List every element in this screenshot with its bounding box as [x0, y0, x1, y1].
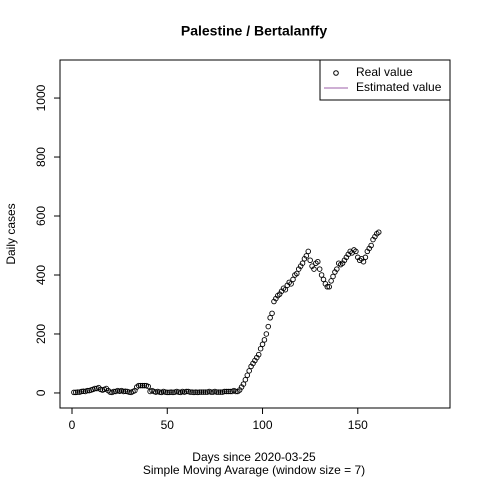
point [193, 389, 199, 395]
legend-box [319, 59, 451, 101]
point [299, 260, 306, 266]
x-tick-label: 50 [161, 418, 175, 432]
legend-symbol [333, 70, 339, 76]
x-axis-label: Days since 2020-03-25 [192, 450, 316, 464]
y-axis-label: Daily cases [4, 203, 18, 264]
point [92, 385, 98, 392]
y-tick-label: 400 [34, 265, 48, 285]
point [246, 368, 252, 374]
point [255, 351, 262, 358]
point [360, 258, 367, 265]
point [267, 315, 273, 321]
y-tick-label: 200 [34, 324, 48, 344]
y-tick-label: 0 [34, 389, 48, 396]
point [194, 389, 201, 396]
point [263, 331, 270, 337]
point [305, 248, 312, 255]
point [191, 389, 197, 396]
point [215, 389, 222, 395]
point [240, 381, 247, 387]
legend-label: Estimated value [356, 80, 442, 94]
y-tick-label: 800 [34, 147, 48, 167]
point [375, 229, 382, 235]
point [330, 273, 336, 280]
point [221, 388, 228, 395]
point [324, 284, 331, 290]
point [217, 389, 224, 395]
point [202, 389, 209, 395]
point [166, 389, 172, 396]
point [244, 372, 251, 379]
point [328, 278, 334, 284]
legend-label: Real value [356, 65, 413, 79]
point [200, 389, 207, 395]
point [111, 388, 117, 395]
point [214, 389, 220, 395]
point [288, 281, 294, 287]
plot-box [59, 59, 451, 409]
point [320, 276, 327, 283]
y-tick-label: 1000 [34, 84, 48, 111]
point [74, 389, 81, 395]
point [168, 389, 174, 395]
point [80, 388, 87, 394]
point [187, 389, 193, 395]
point [368, 242, 374, 249]
chart-title: Palestine / Bertalanffy [181, 23, 327, 39]
point [196, 389, 203, 395]
point [269, 310, 275, 317]
point [311, 266, 317, 272]
point [225, 388, 231, 395]
point [183, 388, 190, 395]
point [362, 254, 369, 261]
point [71, 389, 77, 396]
point [141, 382, 148, 389]
point [164, 389, 171, 396]
point [84, 387, 90, 394]
point [242, 376, 249, 383]
x-tick-label: 0 [69, 418, 76, 432]
point [294, 270, 300, 277]
point [227, 388, 233, 395]
x-tick-label: 100 [253, 418, 273, 432]
point [261, 337, 268, 343]
point [162, 389, 169, 395]
point [189, 389, 195, 395]
point [126, 389, 132, 395]
point [175, 389, 182, 395]
point [318, 272, 325, 278]
point [139, 382, 146, 389]
point [282, 286, 289, 293]
point [265, 323, 271, 330]
point [208, 389, 214, 395]
point [316, 266, 323, 272]
point [259, 341, 266, 348]
point [257, 345, 264, 352]
y-tick-label: 600 [34, 206, 48, 226]
point [73, 389, 79, 396]
point [223, 388, 230, 395]
point [78, 388, 85, 395]
subtitle: Simple Moving Avarage (window size = 7) [143, 463, 365, 477]
point [303, 253, 310, 259]
point [334, 266, 340, 272]
point [120, 388, 127, 395]
point [145, 383, 151, 390]
point [315, 258, 321, 265]
point [156, 389, 163, 395]
x-tick-label: 150 [348, 418, 368, 432]
point [137, 382, 144, 389]
point [353, 248, 359, 255]
point [326, 284, 332, 290]
point [290, 276, 296, 283]
point [107, 389, 113, 395]
point [307, 257, 313, 263]
point [135, 382, 142, 389]
point [122, 388, 129, 394]
point [170, 389, 176, 396]
point [198, 389, 205, 395]
